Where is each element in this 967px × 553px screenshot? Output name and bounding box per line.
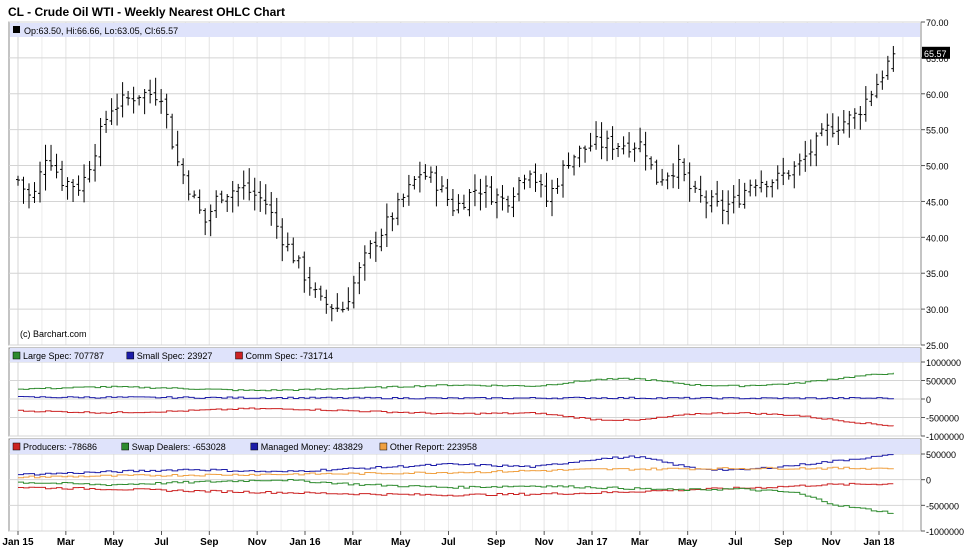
series-line-small-spec bbox=[18, 396, 894, 400]
last-price-label: 65.57 bbox=[924, 49, 947, 59]
legend-swatch-producers bbox=[12, 442, 21, 451]
cot-report-panel: 500000 0 -500000 -1000000 Producers: -78686 S… bbox=[8, 438, 964, 537]
x-tick-label: Mar bbox=[57, 537, 75, 548]
legend-swatch-swap-dealers bbox=[121, 442, 129, 451]
price-tick-label: 45.00 bbox=[926, 197, 949, 207]
price-tick-label: 35.00 bbox=[926, 269, 949, 279]
x-tick-label: Jul bbox=[728, 537, 743, 548]
series-line-comm-spec bbox=[18, 407, 894, 427]
cot-tick-label: 500000 bbox=[926, 377, 956, 387]
x-tick-label: Jan 17 bbox=[576, 537, 608, 548]
price-legend-swatch bbox=[13, 26, 20, 33]
x-tick-label: Nov bbox=[822, 537, 841, 548]
price-tick-label: 70.00 bbox=[926, 18, 949, 28]
legend-label-managed-money: Managed Money: 483829 bbox=[261, 442, 363, 452]
series-line-managed-money bbox=[18, 454, 894, 476]
legend-label-producers: Producers: -78686 bbox=[23, 442, 97, 452]
x-tick-label: Jul bbox=[441, 537, 456, 548]
series-line-swap-dealers bbox=[18, 479, 894, 514]
legend-label-other-report: Other Report: 223958 bbox=[390, 442, 477, 452]
series-line-large-spec bbox=[18, 372, 894, 392]
legend-swatch-small-spec bbox=[126, 351, 135, 360]
x-tick-label: Sep bbox=[200, 537, 218, 548]
x-tick-label: Nov bbox=[535, 537, 554, 548]
legend-swatch-large-spec bbox=[12, 351, 21, 360]
price-tick-label: 50.00 bbox=[926, 162, 949, 172]
cot-tick-label: 0 bbox=[926, 476, 931, 486]
legend-swatch-managed-money bbox=[250, 442, 259, 451]
legend-band bbox=[10, 439, 920, 454]
x-tick-label: Jan 15 bbox=[2, 537, 34, 548]
x-tick-label: Sep bbox=[774, 537, 792, 548]
cot-tick-label: 1000000 bbox=[926, 358, 961, 368]
x-tick-label: Mar bbox=[344, 537, 362, 548]
series-line-producers bbox=[18, 482, 894, 497]
legend-swatch-other-report bbox=[379, 442, 388, 451]
chart-title: CL - Crude Oil WTI - Weekly Nearest OHLC… bbox=[8, 5, 285, 19]
cot-tick-label: 500000 bbox=[926, 450, 956, 460]
price-tick-label: 30.00 bbox=[926, 305, 949, 315]
x-tick-label: May bbox=[678, 537, 698, 548]
cot-tick-label: 0 bbox=[926, 395, 931, 405]
series-line-other-report bbox=[18, 466, 894, 479]
legend-label-comm-spec: Comm Spec: -731714 bbox=[246, 351, 334, 361]
legend-label-large-spec: Large Spec: 707787 bbox=[23, 351, 104, 361]
cot-spec-panel: 1000000 500000 0 -500000 -1000000 Large Spec:… bbox=[8, 347, 964, 442]
x-tick-label: Jul bbox=[154, 537, 169, 548]
cot-tick-label: -1000000 bbox=[926, 527, 964, 537]
cot-tick-label: -1000000 bbox=[926, 432, 964, 442]
x-tick-label: Jan 16 bbox=[289, 537, 321, 548]
last-price-box bbox=[922, 46, 950, 59]
panel-frame bbox=[8, 21, 922, 346]
price-tick-label: 60.00 bbox=[926, 90, 949, 100]
x-tick-label: Jan 18 bbox=[863, 537, 895, 548]
watermark: (c) Barchart.com bbox=[20, 329, 87, 339]
x-tick-label: Sep bbox=[487, 537, 505, 548]
x-tick-label: Nov bbox=[248, 537, 267, 548]
price-legend-text: Op:63.50, Hi:66.66, Lo:63.05, Cl:65.57 bbox=[24, 26, 178, 36]
legend-band bbox=[10, 23, 920, 37]
legend-label-swap-dealers: Swap Dealers: -653028 bbox=[132, 442, 226, 452]
x-tick-label: Mar bbox=[631, 537, 649, 548]
price-tick-label: 40.00 bbox=[926, 233, 949, 243]
x-tick-label: May bbox=[104, 537, 124, 548]
price-tick-label: 65.00 bbox=[926, 54, 949, 64]
price-tick-label: 25.00 bbox=[926, 341, 949, 351]
legend-swatch-comm-spec bbox=[235, 351, 243, 360]
price-panel: 70.00 65.00 60.00 55.00 50.00 45.00 40.00 35.00… bbox=[8, 18, 950, 351]
cot-tick-label: -500000 bbox=[926, 501, 959, 511]
cot-tick-label: -500000 bbox=[926, 414, 959, 424]
price-tick-label: 55.00 bbox=[926, 126, 949, 136]
x-tick-label: May bbox=[391, 537, 411, 548]
legend-label-small-spec: Small Spec: 23927 bbox=[137, 351, 213, 361]
x-axis: Jan 15 Mar May Jul Sep Nov Jan 16 Mar May Jul Sep N… bbox=[2, 531, 895, 548]
